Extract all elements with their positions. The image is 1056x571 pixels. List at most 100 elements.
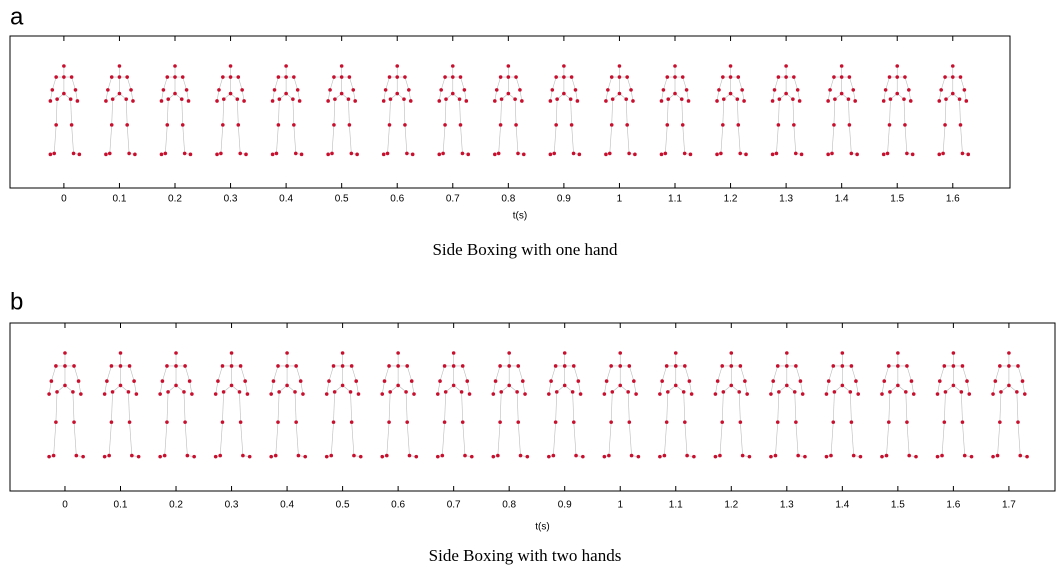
skeleton-bone — [720, 124, 724, 154]
skeleton-bone — [852, 89, 856, 102]
skeleton-bone — [495, 365, 501, 382]
skeleton-joint — [666, 97, 671, 101]
x-tick-label: 0.9 — [557, 194, 571, 205]
skeleton-joint — [132, 379, 136, 383]
skeleton-joint — [292, 123, 296, 127]
skeleton-joint — [109, 123, 114, 127]
skeleton-joint — [887, 123, 892, 127]
skeleton-bone — [552, 76, 557, 91]
skeleton-bone — [381, 381, 385, 395]
skeleton-bone — [52, 76, 57, 91]
skeleton-joint — [785, 364, 789, 368]
skeleton-joint — [880, 392, 884, 396]
skeleton-joint — [63, 383, 67, 388]
skeleton-joint — [604, 99, 608, 103]
skeleton-joint — [800, 392, 805, 396]
skeleton-bone — [406, 365, 413, 382]
skeleton-joint — [902, 97, 906, 101]
skeleton-joint — [895, 64, 900, 68]
skeleton-joint — [856, 392, 861, 396]
skeleton-joint — [107, 151, 112, 156]
skeleton-joint — [165, 123, 170, 127]
skeleton-bone — [555, 99, 558, 125]
skeleton-bone — [684, 422, 688, 456]
skeleton-joint — [738, 420, 743, 424]
skeleton-joint — [69, 75, 74, 79]
skeleton-joint — [903, 123, 907, 127]
x-tick-label: 0.8 — [501, 194, 515, 205]
skeleton-bone — [830, 422, 834, 456]
skeleton-joint — [102, 392, 107, 396]
x-tick-label: 1.5 — [891, 500, 905, 511]
skeleton-joint — [666, 390, 670, 394]
skeleton-joint — [824, 392, 829, 396]
skeleton-joint — [459, 390, 464, 394]
skeleton-joint — [388, 390, 392, 394]
skeleton-bone — [937, 381, 941, 395]
skeleton-joint — [943, 123, 947, 127]
skeleton-joint — [796, 453, 800, 458]
skeleton-joint — [846, 97, 851, 101]
skeleton-joint — [329, 453, 334, 458]
x-tick-label: 1.6 — [946, 194, 960, 205]
skeleton-joint — [895, 91, 900, 96]
skeleton-joint — [914, 454, 918, 459]
skeleton-joint — [607, 151, 612, 156]
skeleton-bone — [351, 365, 357, 382]
skeleton-joint — [296, 453, 301, 458]
skeleton-joint — [521, 152, 526, 157]
skeleton-bone — [778, 99, 780, 125]
skeleton-bone — [406, 422, 410, 456]
skeleton-bone — [793, 124, 797, 154]
skeleton-joint — [229, 383, 234, 388]
skeleton-joint — [826, 99, 830, 103]
skeleton-joint — [387, 75, 392, 79]
skeleton-joint — [737, 390, 742, 394]
skeleton-joint — [276, 123, 281, 127]
skeleton-joint — [507, 364, 511, 368]
skeleton-joint — [358, 454, 363, 459]
skeleton-bone — [606, 365, 612, 382]
skeleton-bone — [941, 422, 945, 456]
skeleton-joint — [76, 379, 81, 383]
skeleton-joint — [192, 454, 196, 459]
skeleton-joint — [340, 364, 345, 368]
skeleton-joint — [498, 123, 503, 127]
skeleton-joint — [75, 99, 80, 103]
skeleton-joint — [735, 97, 740, 101]
skeleton-bone — [439, 365, 445, 382]
x-tick-label: 0 — [62, 500, 68, 511]
skeleton-bone — [352, 89, 356, 102]
skeleton-joint — [340, 351, 345, 355]
skeleton-bone — [904, 124, 908, 154]
skeleton-bone — [855, 381, 859, 395]
skeleton-joint — [414, 454, 419, 459]
skeleton-joint — [72, 420, 76, 424]
skeleton-joint — [125, 75, 129, 79]
skeleton-joint — [773, 453, 778, 458]
skeleton-bone — [964, 89, 967, 102]
skeleton-joint — [451, 364, 456, 368]
skeleton-bone — [107, 76, 113, 91]
skeleton-bone — [461, 391, 464, 423]
x-tick-label: 0.1 — [114, 500, 128, 511]
x-tick-label: 0.6 — [390, 194, 404, 205]
skeleton-joint — [685, 453, 689, 458]
skeleton-bone — [71, 124, 74, 154]
skeleton-joint — [173, 75, 177, 79]
caption: Side Boxing with two hands — [429, 546, 622, 565]
skeleton-joint — [106, 88, 110, 92]
skeleton-bone — [104, 381, 108, 395]
skeleton-joint — [791, 97, 795, 101]
skeleton-joint — [247, 454, 252, 459]
skeleton-joint — [380, 454, 385, 459]
skeleton-bone — [333, 391, 335, 423]
skeleton-joint — [117, 91, 122, 96]
skeleton-joint — [1015, 390, 1019, 394]
skeleton-joint — [548, 99, 553, 103]
skeleton-joint — [494, 88, 499, 92]
skeleton-joint — [775, 364, 780, 368]
x-tick-label: 1.3 — [779, 194, 793, 205]
skeleton-joint — [174, 351, 178, 355]
skeleton-bone — [239, 391, 241, 423]
